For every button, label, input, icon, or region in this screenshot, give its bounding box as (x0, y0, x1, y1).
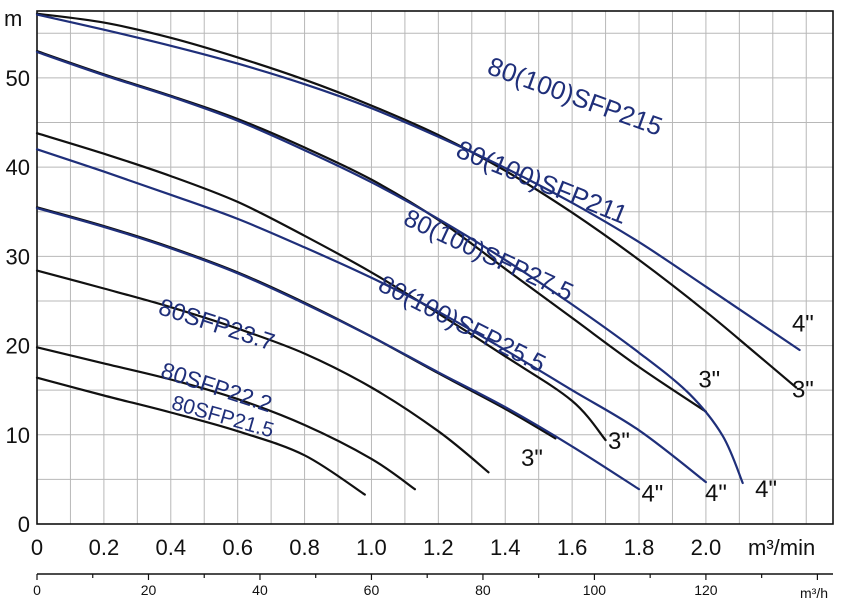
x-tick-label: 0 (31, 535, 43, 560)
y-tick-label: 20 (6, 334, 30, 359)
x-tick-label: 1.4 (490, 535, 521, 560)
x2-tick-label: 40 (252, 582, 268, 598)
pipe-size-label: 3" (608, 428, 630, 455)
x-tick-label: 0.2 (89, 535, 120, 560)
axis-ticks: 0 0.2 0.4 0.6 0.8 1.0 1.2 1.4 1.6 1.8 2.0 0 10 20 30 40… (6, 66, 818, 598)
y-tick-label: 10 (6, 423, 30, 448)
x-tick-label: 1.6 (557, 535, 588, 560)
series-line-5 (35, 148, 707, 484)
pipe-size-label: 3" (521, 445, 543, 472)
x-tick-label: 2.0 (691, 535, 722, 560)
curve-label: 80(100)SFP211 (452, 134, 632, 230)
x-tick-label: 1.0 (356, 535, 387, 560)
x-tick-label: 0.6 (222, 535, 253, 560)
x-tick-label: 0.4 (155, 535, 186, 560)
y-tick-label: 30 (6, 244, 30, 269)
y-tick-label: 0 (18, 512, 30, 537)
series-line-10 (35, 376, 366, 496)
grid-lines (37, 11, 833, 524)
y-tick-label: 40 (6, 155, 30, 180)
plot-frame (36, 10, 834, 525)
x2-tick-label: 60 (364, 582, 380, 598)
pipe-size-label: 3" (698, 366, 720, 393)
x2-tick-label: 120 (694, 582, 718, 598)
pipe-size-label: 4" (641, 481, 663, 508)
x-tick-label: 1.2 (423, 535, 454, 560)
series-lines (35, 12, 801, 496)
pipe-size-label: 3" (792, 376, 814, 403)
secondary-x-axis-label: m³/h (800, 585, 828, 601)
x2-tick-label: 0 (33, 582, 41, 598)
series-line-1 (35, 13, 801, 352)
pipe-size-label: 4" (792, 310, 814, 337)
series-line-3 (35, 50, 744, 485)
x2-tick-label: 80 (475, 582, 491, 598)
series-line-4 (35, 132, 607, 442)
series-line-7 (35, 207, 641, 491)
curve-label: 80SFP23.7 (155, 294, 278, 357)
x2-tick-label: 100 (583, 582, 607, 598)
x2-tick-label: 20 (141, 582, 157, 598)
y-axis-label: m (4, 6, 22, 31)
x-tick-label: 0.8 (289, 535, 320, 560)
series-line-8 (35, 269, 490, 474)
x-axis-label: m³/min (748, 535, 815, 560)
series-line-0 (35, 12, 798, 389)
series-line-9 (35, 346, 416, 491)
pipe-size-label: 4" (755, 476, 777, 503)
pipe-size-label: 4" (705, 480, 727, 507)
y-tick-label: 50 (6, 66, 30, 91)
x-tick-label: 1.8 (624, 535, 655, 560)
